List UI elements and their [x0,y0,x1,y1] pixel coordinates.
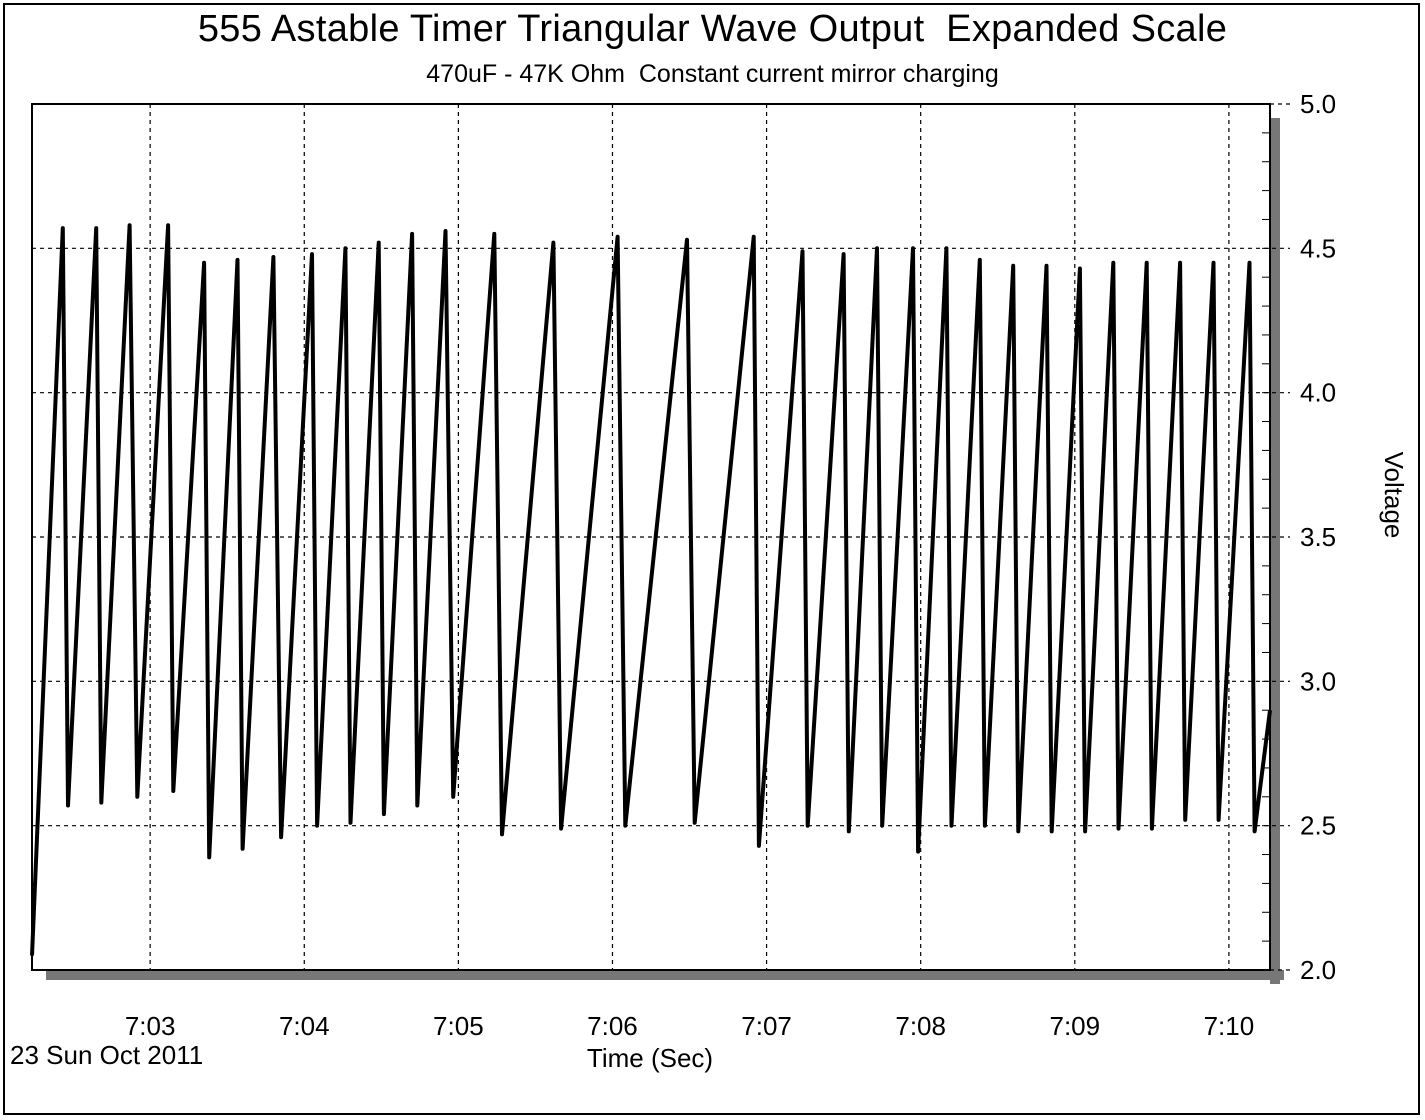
y-tick-label-4: 4.0 [1300,378,1336,408]
chart-subtitle: 470uF - 47K Ohm Constant current mirror … [426,60,999,88]
x-tick-label-1: 7:04 [279,1011,330,1041]
y-tick-label-2: 3.0 [1300,666,1336,696]
x-tick-label-3: 7:06 [587,1011,638,1041]
voltage-series-line [30,223,1272,956]
y-tick-label-6: 5.0 [1300,89,1336,119]
chart-title: 555 Astable Timer Triangular Wave Output… [197,8,1228,50]
x-tick-label-7: 7:10 [1204,1011,1255,1041]
y-tick-labels: 2.0 2.5 3.0 3.5 4.0 4.5 5.0 [1300,89,1336,985]
plot-shadow-bottom [46,970,1284,980]
y-tick-label-1: 2.5 [1300,811,1336,841]
x-tick-label-4: 7:07 [741,1011,792,1041]
date-label: 23 Sun Oct 2011 [10,1040,204,1070]
x-tick-label-6: 7:09 [1049,1011,1100,1041]
x-tick-label-2: 7:05 [433,1011,484,1041]
x-tick-label-5: 7:08 [895,1011,946,1041]
x-tick-label-0: 7:03 [125,1011,176,1041]
x-tick-labels: 7:03 7:04 7:05 7:06 7:07 7:08 7:09 7:10 [125,1011,1254,1041]
y-axis-title: Voltage [1379,452,1409,539]
plot-shadow-right [1270,118,1280,984]
minor-ticks [1262,103,1270,971]
y-tick-label-5: 4.5 [1300,233,1336,263]
x-axis-title: Time (Sec) [587,1043,713,1073]
y-tick-label-0: 2.0 [1300,955,1336,985]
y-tick-label-3: 3.5 [1300,522,1336,552]
